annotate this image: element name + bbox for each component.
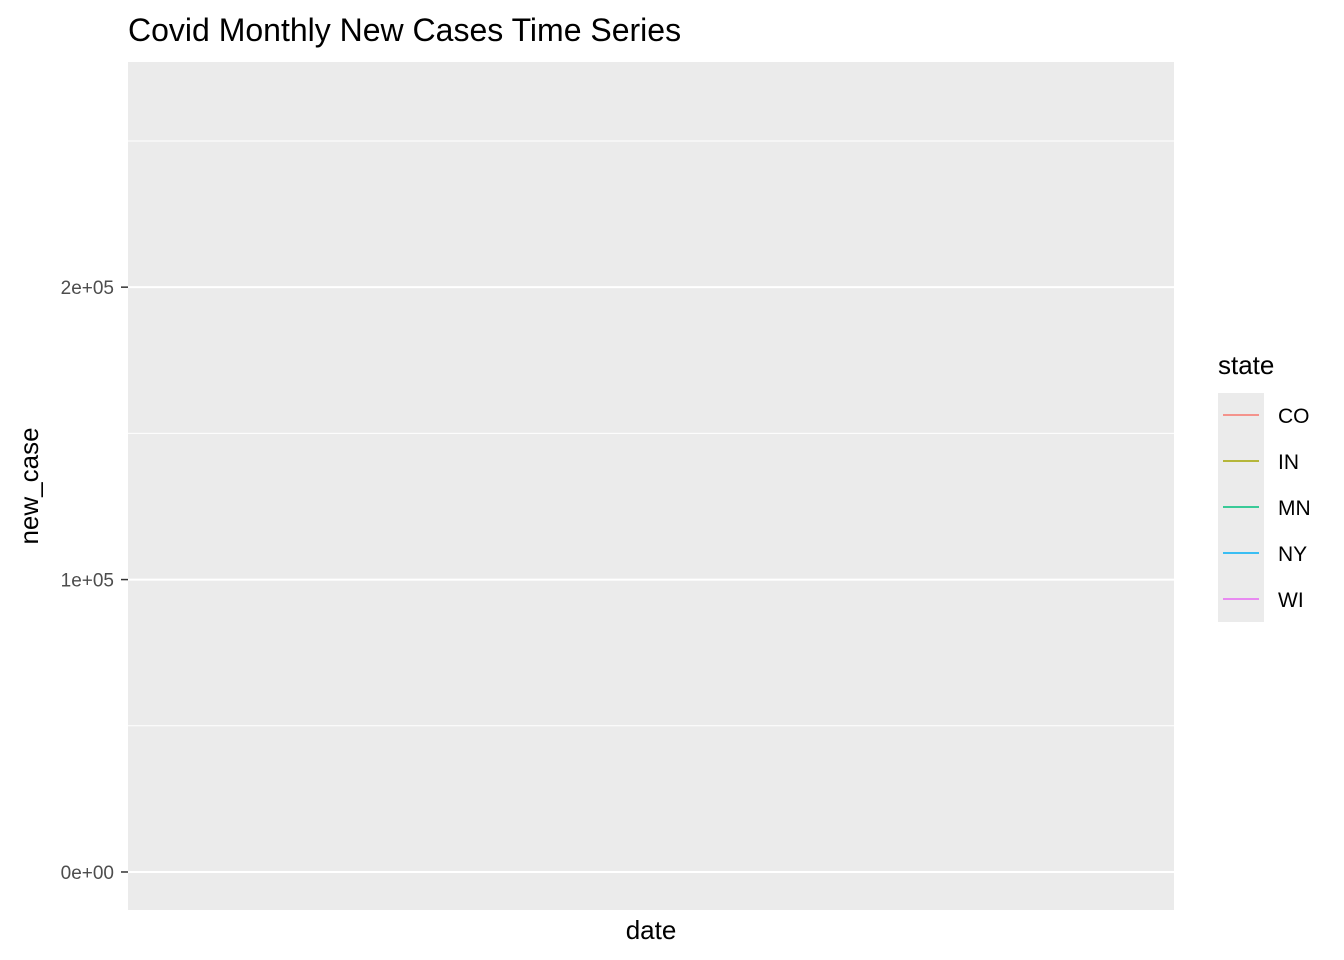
y-tick-label: 2e+05 [61, 278, 114, 299]
legend: state CO IN MN NY WI [1218, 350, 1311, 622]
legend-label-mn: MN [1278, 497, 1311, 520]
legend-title: state [1218, 350, 1274, 380]
y-tick-label: 1e+05 [61, 571, 114, 592]
y-axis-title: new_case [14, 427, 44, 544]
minor-gridlines [128, 140, 1174, 727]
plot-panel [128, 62, 1174, 910]
y-axis-ticks: 0e+00 1e+05 2e+05 [61, 278, 128, 884]
legend-label-ny: NY [1278, 543, 1307, 566]
legend-entries: CO IN MN NY WI [1223, 405, 1311, 612]
x-axis-title: date [626, 915, 677, 945]
legend-label-in: IN [1278, 451, 1299, 474]
legend-label-co: CO [1278, 405, 1310, 428]
major-gridlines [128, 286, 1174, 873]
chart-title: Covid Monthly New Cases Time Series [128, 12, 681, 48]
y-tick-label: 0e+00 [61, 863, 114, 884]
legend-label-wi: WI [1278, 589, 1304, 612]
